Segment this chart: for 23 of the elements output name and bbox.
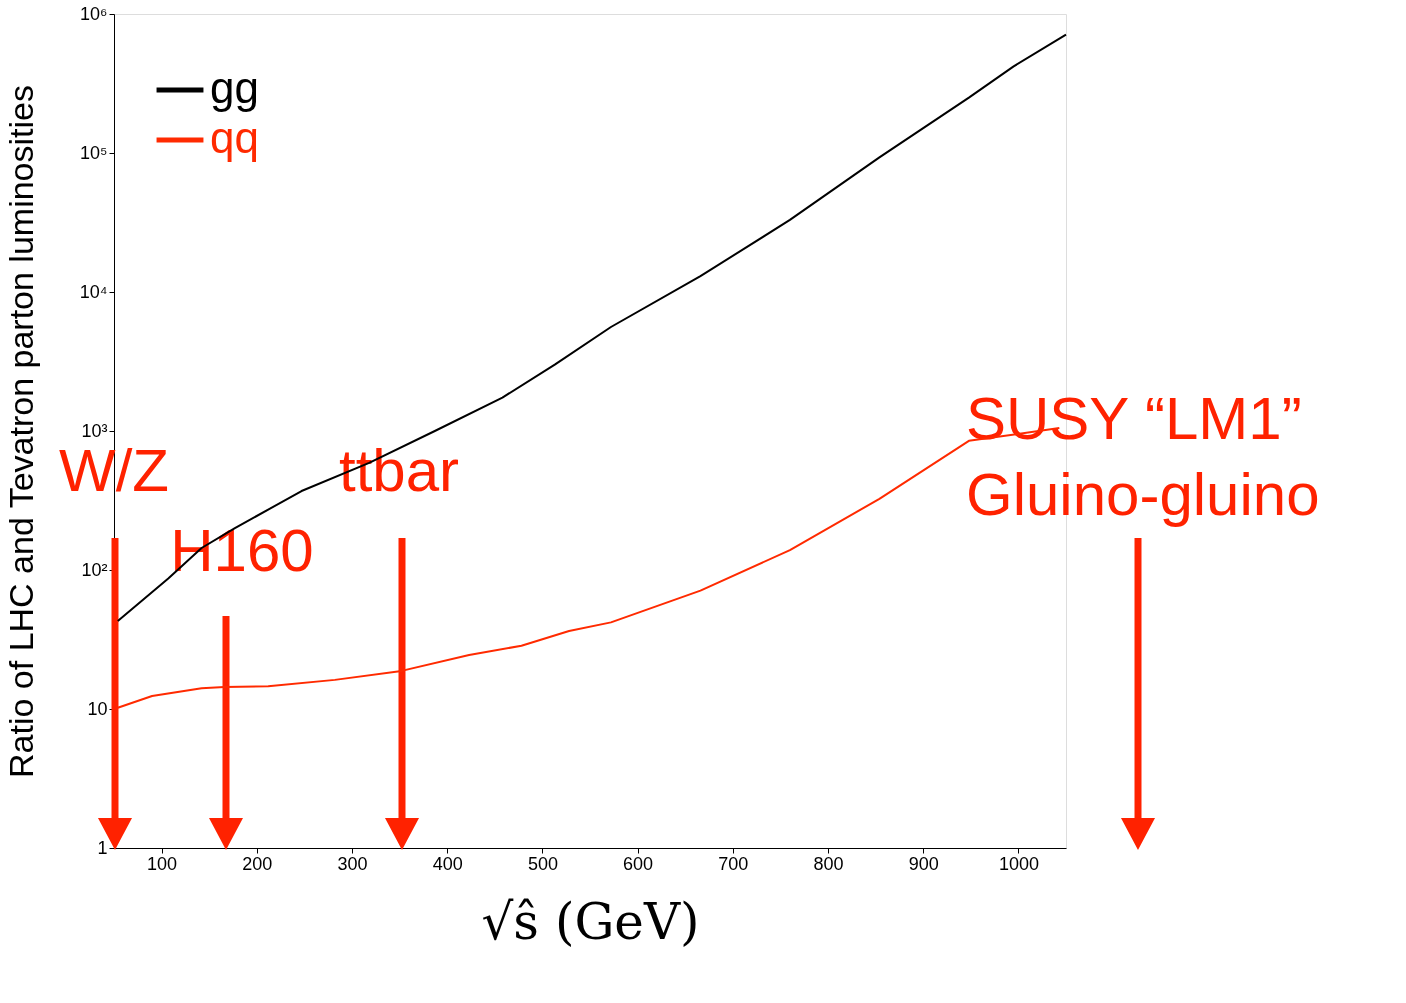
y-tick-label: 1: [97, 837, 108, 858]
annotation: ttbar: [338, 437, 460, 504]
x-tick-label: 700: [718, 853, 749, 874]
legend-label: gg: [210, 63, 259, 112]
y-tick-label: 10²: [81, 559, 108, 580]
x-axis-title: √ŝ (GeV): [481, 892, 700, 951]
x-tick-label: 900: [908, 853, 939, 874]
y-tick-label: 10⁵: [80, 142, 108, 163]
x-tick-label: 400: [432, 853, 463, 874]
x-tick-label: 800: [813, 853, 844, 874]
x-tick-label: 200: [242, 853, 273, 874]
annotation: SUSY “LM1” Gluino-gluino: [966, 385, 1320, 528]
legend-label: qq: [210, 113, 259, 162]
x-tick-label: 600: [623, 853, 654, 874]
y-tick-label: 10⁴: [79, 281, 108, 302]
y-tick-label: 10⁶: [80, 3, 108, 24]
y-tick-label: 10³: [81, 420, 108, 441]
y-tick-label: 10: [87, 698, 108, 719]
x-tick-label: 100: [147, 853, 178, 874]
x-tick-label: 300: [337, 853, 368, 874]
x-tick-label: 500: [527, 853, 558, 874]
y-axis-title: Ratio of LHC and Tevatron parton luminosities: [1, 85, 40, 778]
x-tick-label: 1000: [998, 853, 1039, 874]
